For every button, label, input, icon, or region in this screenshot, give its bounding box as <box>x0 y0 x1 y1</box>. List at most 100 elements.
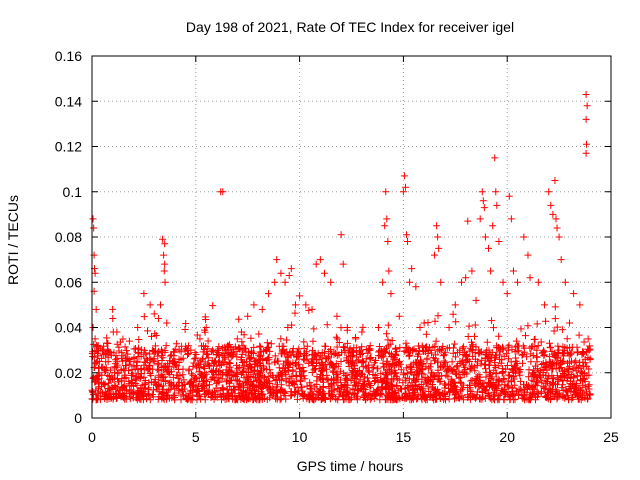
data-point <box>337 231 345 239</box>
data-point <box>401 183 409 191</box>
data-point <box>458 278 466 286</box>
data-point <box>406 278 414 286</box>
dense-band-marks <box>88 302 594 404</box>
data-point <box>175 346 183 354</box>
data-point <box>404 238 412 246</box>
y-tick-label: 0.02 <box>55 365 82 381</box>
data-point <box>379 278 387 286</box>
data-point <box>583 140 591 148</box>
dense-data-band <box>88 302 594 404</box>
data-point <box>321 269 329 277</box>
data-point <box>312 260 320 268</box>
data-point <box>495 238 503 246</box>
data-point <box>395 312 403 320</box>
data-point <box>160 267 168 275</box>
x-tick-labels: 0 5 10 15 20 25 <box>88 429 619 445</box>
data-point <box>161 278 169 286</box>
axis-ticks <box>91 55 612 419</box>
data-point <box>514 278 522 286</box>
data-point <box>582 149 590 157</box>
data-point <box>420 319 428 327</box>
y-tick-label: 0.12 <box>55 139 82 155</box>
data-point <box>302 301 310 309</box>
x-tick-label: 0 <box>88 429 96 445</box>
data-point <box>202 324 210 331</box>
data-point <box>215 351 223 359</box>
data-point <box>154 314 162 322</box>
data-point <box>233 335 241 343</box>
data-point <box>352 335 360 343</box>
data-point <box>583 102 591 110</box>
data-point <box>576 301 584 309</box>
y-tick-label: 0.06 <box>55 274 82 290</box>
data-point <box>281 278 289 286</box>
data-point <box>109 314 117 322</box>
data-point <box>424 346 432 354</box>
data-point <box>433 222 441 230</box>
data-point <box>159 235 167 243</box>
y-tick-label: 0.1 <box>63 184 83 200</box>
data-point <box>399 188 407 196</box>
data-point <box>285 271 293 279</box>
data-point <box>89 215 97 223</box>
y-tick-labels: 0 0.02 0.04 0.06 0.08 0.1 0.12 0.14 0.16 <box>55 48 82 426</box>
data-point <box>244 312 252 320</box>
data-point <box>468 267 476 275</box>
data-point <box>551 176 559 184</box>
x-tick-label: 10 <box>292 429 308 445</box>
data-point <box>140 290 148 298</box>
data-point <box>223 346 231 354</box>
data-point <box>358 328 366 336</box>
data-point <box>555 233 563 241</box>
data-point <box>505 192 513 200</box>
data-point <box>339 260 347 268</box>
data-point <box>412 283 420 291</box>
data-point <box>134 324 142 331</box>
y-tick-label: 0.08 <box>55 229 82 245</box>
data-point <box>91 269 99 277</box>
data-point <box>183 351 191 359</box>
y-tick-label: 0 <box>74 410 82 426</box>
data-point <box>90 224 98 232</box>
x-tick-label: 15 <box>396 429 412 445</box>
y-tick-label: 0.16 <box>55 48 82 64</box>
data-point <box>161 260 169 268</box>
x-tick-label: 20 <box>499 429 515 445</box>
data-point <box>287 265 295 273</box>
data-point <box>400 172 408 180</box>
data-point <box>403 231 411 239</box>
data-point <box>387 290 395 298</box>
data-point <box>327 278 335 286</box>
data-point <box>582 115 590 123</box>
data-point <box>366 342 374 350</box>
data-point <box>585 346 593 354</box>
y-axis-label: ROTI / TECUs <box>5 195 21 285</box>
data-point <box>541 301 549 309</box>
data-point <box>462 274 470 282</box>
data-point <box>384 238 392 246</box>
chart-title: Day 198 of 2021, Rate Of TEC Index for r… <box>186 19 514 35</box>
data-point <box>499 278 507 286</box>
y-tick-label: 0.04 <box>55 320 82 336</box>
data-point <box>271 278 279 286</box>
data-point <box>534 278 542 286</box>
data-point <box>308 305 316 313</box>
data-point <box>552 215 560 223</box>
data-point <box>264 290 272 298</box>
data-point <box>408 265 416 273</box>
data-point <box>163 319 171 327</box>
data-point <box>333 312 341 320</box>
data-point <box>258 305 266 313</box>
data-point <box>296 292 304 300</box>
data-point <box>545 188 553 196</box>
data-point <box>113 328 121 336</box>
x-axis-label: GPS time / hours <box>297 458 404 474</box>
data-point <box>520 233 528 241</box>
data-point <box>526 274 534 282</box>
data-point <box>382 188 390 196</box>
data-point <box>549 210 557 218</box>
data-point <box>316 256 324 264</box>
x-tick-label: 25 <box>603 429 619 445</box>
data-point <box>491 154 499 162</box>
